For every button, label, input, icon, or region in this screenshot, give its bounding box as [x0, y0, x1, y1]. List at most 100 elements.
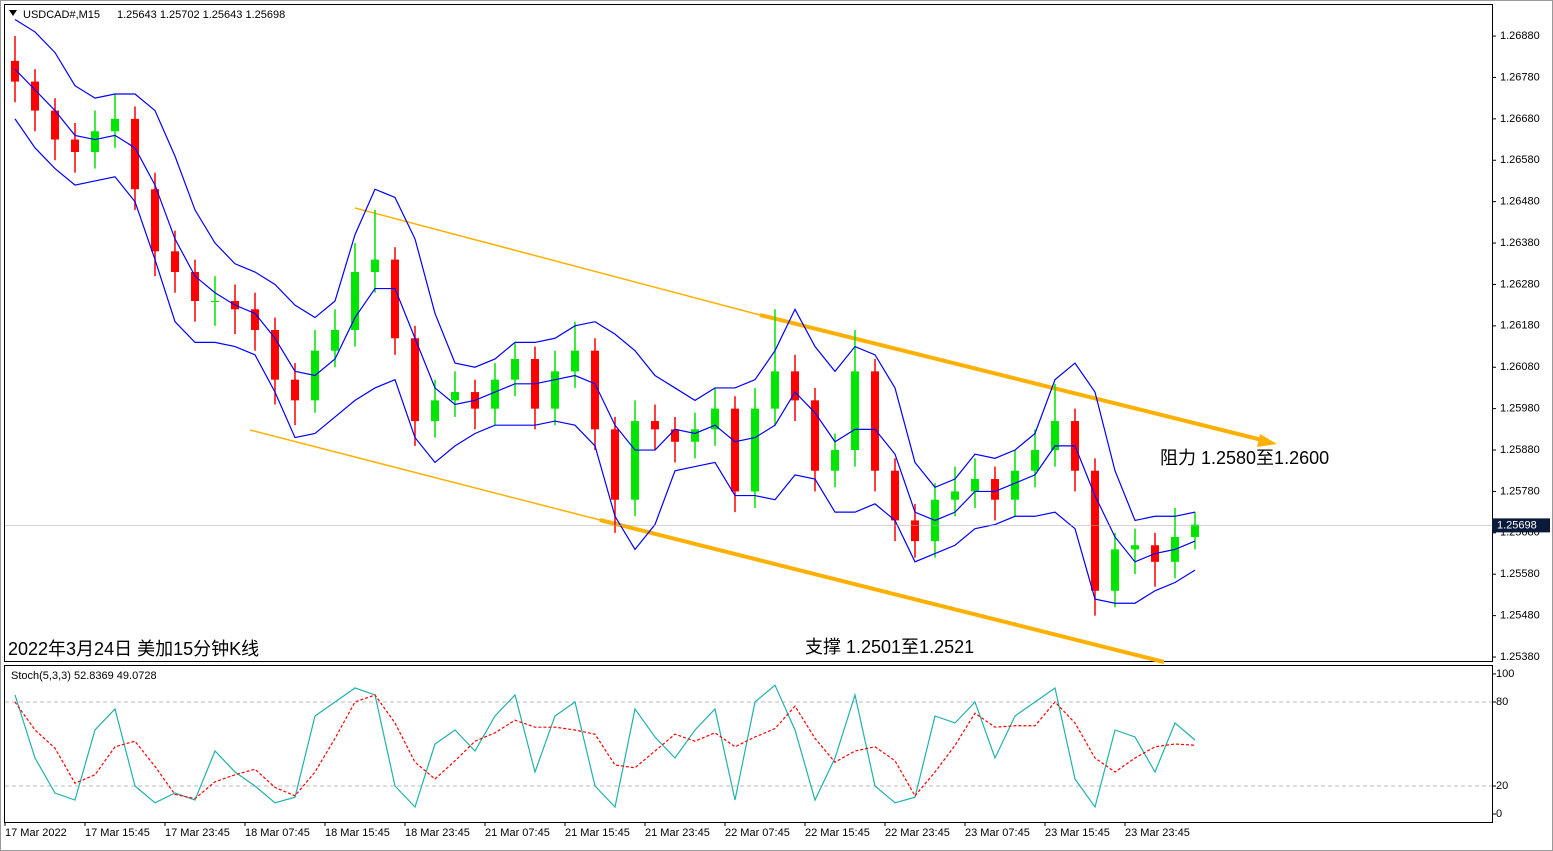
stoch-line: [14, 694, 1196, 800]
candle-body: [731, 408, 739, 492]
support-label: 支撑 1.2501至1.2521: [805, 637, 974, 657]
y-tick-label: 1.25380: [1500, 651, 1540, 663]
candle-body: [851, 371, 859, 451]
x-tick-label: 18 Mar 15:45: [325, 827, 390, 839]
candle-body: [351, 272, 359, 330]
candle-body: [891, 470, 899, 521]
candle-body: [991, 479, 999, 500]
candle-body: [1111, 549, 1119, 591]
bollinger-upper: [14, 18, 1196, 522]
y-tick-label: 80: [1496, 696, 1508, 708]
candle-body: [51, 110, 59, 140]
candle-body: [511, 358, 519, 380]
candle-body: [31, 81, 39, 111]
candle-body: [591, 350, 599, 430]
candle-body: [771, 371, 779, 409]
candle-body: [651, 421, 659, 430]
candle-body: [431, 400, 439, 422]
x-tick-label: 23 Mar 23:45: [1125, 827, 1190, 839]
current-price-box: [1492, 518, 1550, 533]
candle-body: [1091, 470, 1099, 591]
y-tick-label: 1.26180: [1500, 320, 1540, 332]
current-price-label: 1.25698: [1497, 519, 1537, 531]
x-tick-label: 17 Mar 15:45: [85, 827, 150, 839]
ohlc-header: 1.25643 1.25702 1.25643 1.25698: [117, 9, 285, 21]
candle-body: [1131, 545, 1139, 550]
candle-body: [911, 520, 919, 542]
trend-channel: [249, 207, 1277, 664]
candle-body: [1011, 470, 1019, 500]
candle-body: [451, 392, 459, 401]
y-tick-label: 1.26680: [1500, 113, 1540, 125]
x-tick-label: 23 Mar 15:45: [1045, 827, 1110, 839]
candles: [11, 36, 1199, 616]
y-tick-label: 100: [1496, 668, 1514, 680]
candle-body: [571, 350, 579, 372]
candle-body: [611, 429, 619, 500]
candle-body: [371, 259, 379, 273]
resistance-label: 阻力 1.2580至1.2600: [1160, 448, 1329, 468]
candle-body: [631, 421, 639, 500]
x-tick-label: 18 Mar 07:45: [245, 827, 310, 839]
candle-body: [491, 379, 499, 409]
pane-menu-icon[interactable]: [9, 10, 17, 16]
candle-body: [391, 259, 399, 339]
candle-body: [11, 60, 19, 82]
candle-body: [211, 301, 219, 303]
candle-body: [791, 371, 799, 401]
candle-body: [671, 429, 679, 442]
x-tick-label: 23 Mar 07:45: [965, 827, 1030, 839]
candle-body: [171, 251, 179, 273]
resistance-line-thin: [354, 207, 761, 316]
candle-body: [831, 450, 839, 471]
candle-body: [151, 189, 159, 252]
x-tick-label: 22 Mar 15:45: [805, 827, 870, 839]
candle-body: [811, 400, 819, 471]
resistance-line: [759, 313, 1263, 442]
y-tick-label: 1.25980: [1500, 403, 1540, 415]
candle-body: [131, 118, 139, 190]
y-tick-label: 20: [1496, 780, 1508, 792]
price-pane: [4, 4, 1493, 662]
x-tick-label: 18 Mar 23:45: [405, 827, 470, 839]
candle-body: [111, 118, 119, 132]
candle-body: [271, 329, 279, 380]
candle-body: [1191, 524, 1199, 537]
bollinger-middle: [14, 68, 1196, 563]
support-line: [599, 518, 1165, 664]
y-tick-label: 1.26080: [1500, 361, 1540, 373]
y-tick-label: 0: [1496, 808, 1502, 820]
y-tick-label: 1.25880: [1500, 444, 1540, 456]
stoch-line: [14, 684, 1196, 809]
candle-body: [1031, 450, 1039, 471]
candle-body: [951, 491, 959, 500]
y-tick-label: 1.25780: [1500, 485, 1540, 497]
stoch-title: Stoch(5,3,3) 52.8369 49.0728: [11, 670, 157, 682]
x-tick-label: 22 Mar 23:45: [885, 827, 950, 839]
x-tick-label: 17 Mar 23:45: [165, 827, 230, 839]
support-line-thin: [249, 429, 601, 521]
x-tick-label: 21 Mar 07:45: [485, 827, 550, 839]
y-tick-label: 1.26480: [1500, 196, 1540, 208]
candle-body: [291, 379, 299, 401]
chart-caption: 2022年3月24日 美加15分钟K线: [8, 639, 259, 659]
y-tick-label: 1.26280: [1500, 278, 1540, 290]
candle-body: [251, 309, 259, 330]
symbol-title: USDCAD#,M15: [23, 9, 100, 21]
y-tick-label: 1.26380: [1500, 237, 1540, 249]
candle-body: [751, 408, 759, 492]
candle-body: [871, 371, 879, 471]
candle-body: [71, 139, 79, 152]
candle-body: [411, 338, 419, 422]
x-tick-label: 21 Mar 15:45: [565, 827, 630, 839]
candle-body: [971, 479, 979, 492]
candle-body: [191, 272, 199, 302]
stoch-pane: [4, 665, 1493, 823]
x-tick-label: 17 Mar 2022: [5, 827, 67, 839]
y-tick-label: 1.25580: [1500, 568, 1540, 580]
candle-body: [691, 429, 699, 442]
x-tick-label: 21 Mar 23:45: [645, 827, 710, 839]
x-tick-label: 22 Mar 07:45: [725, 827, 790, 839]
